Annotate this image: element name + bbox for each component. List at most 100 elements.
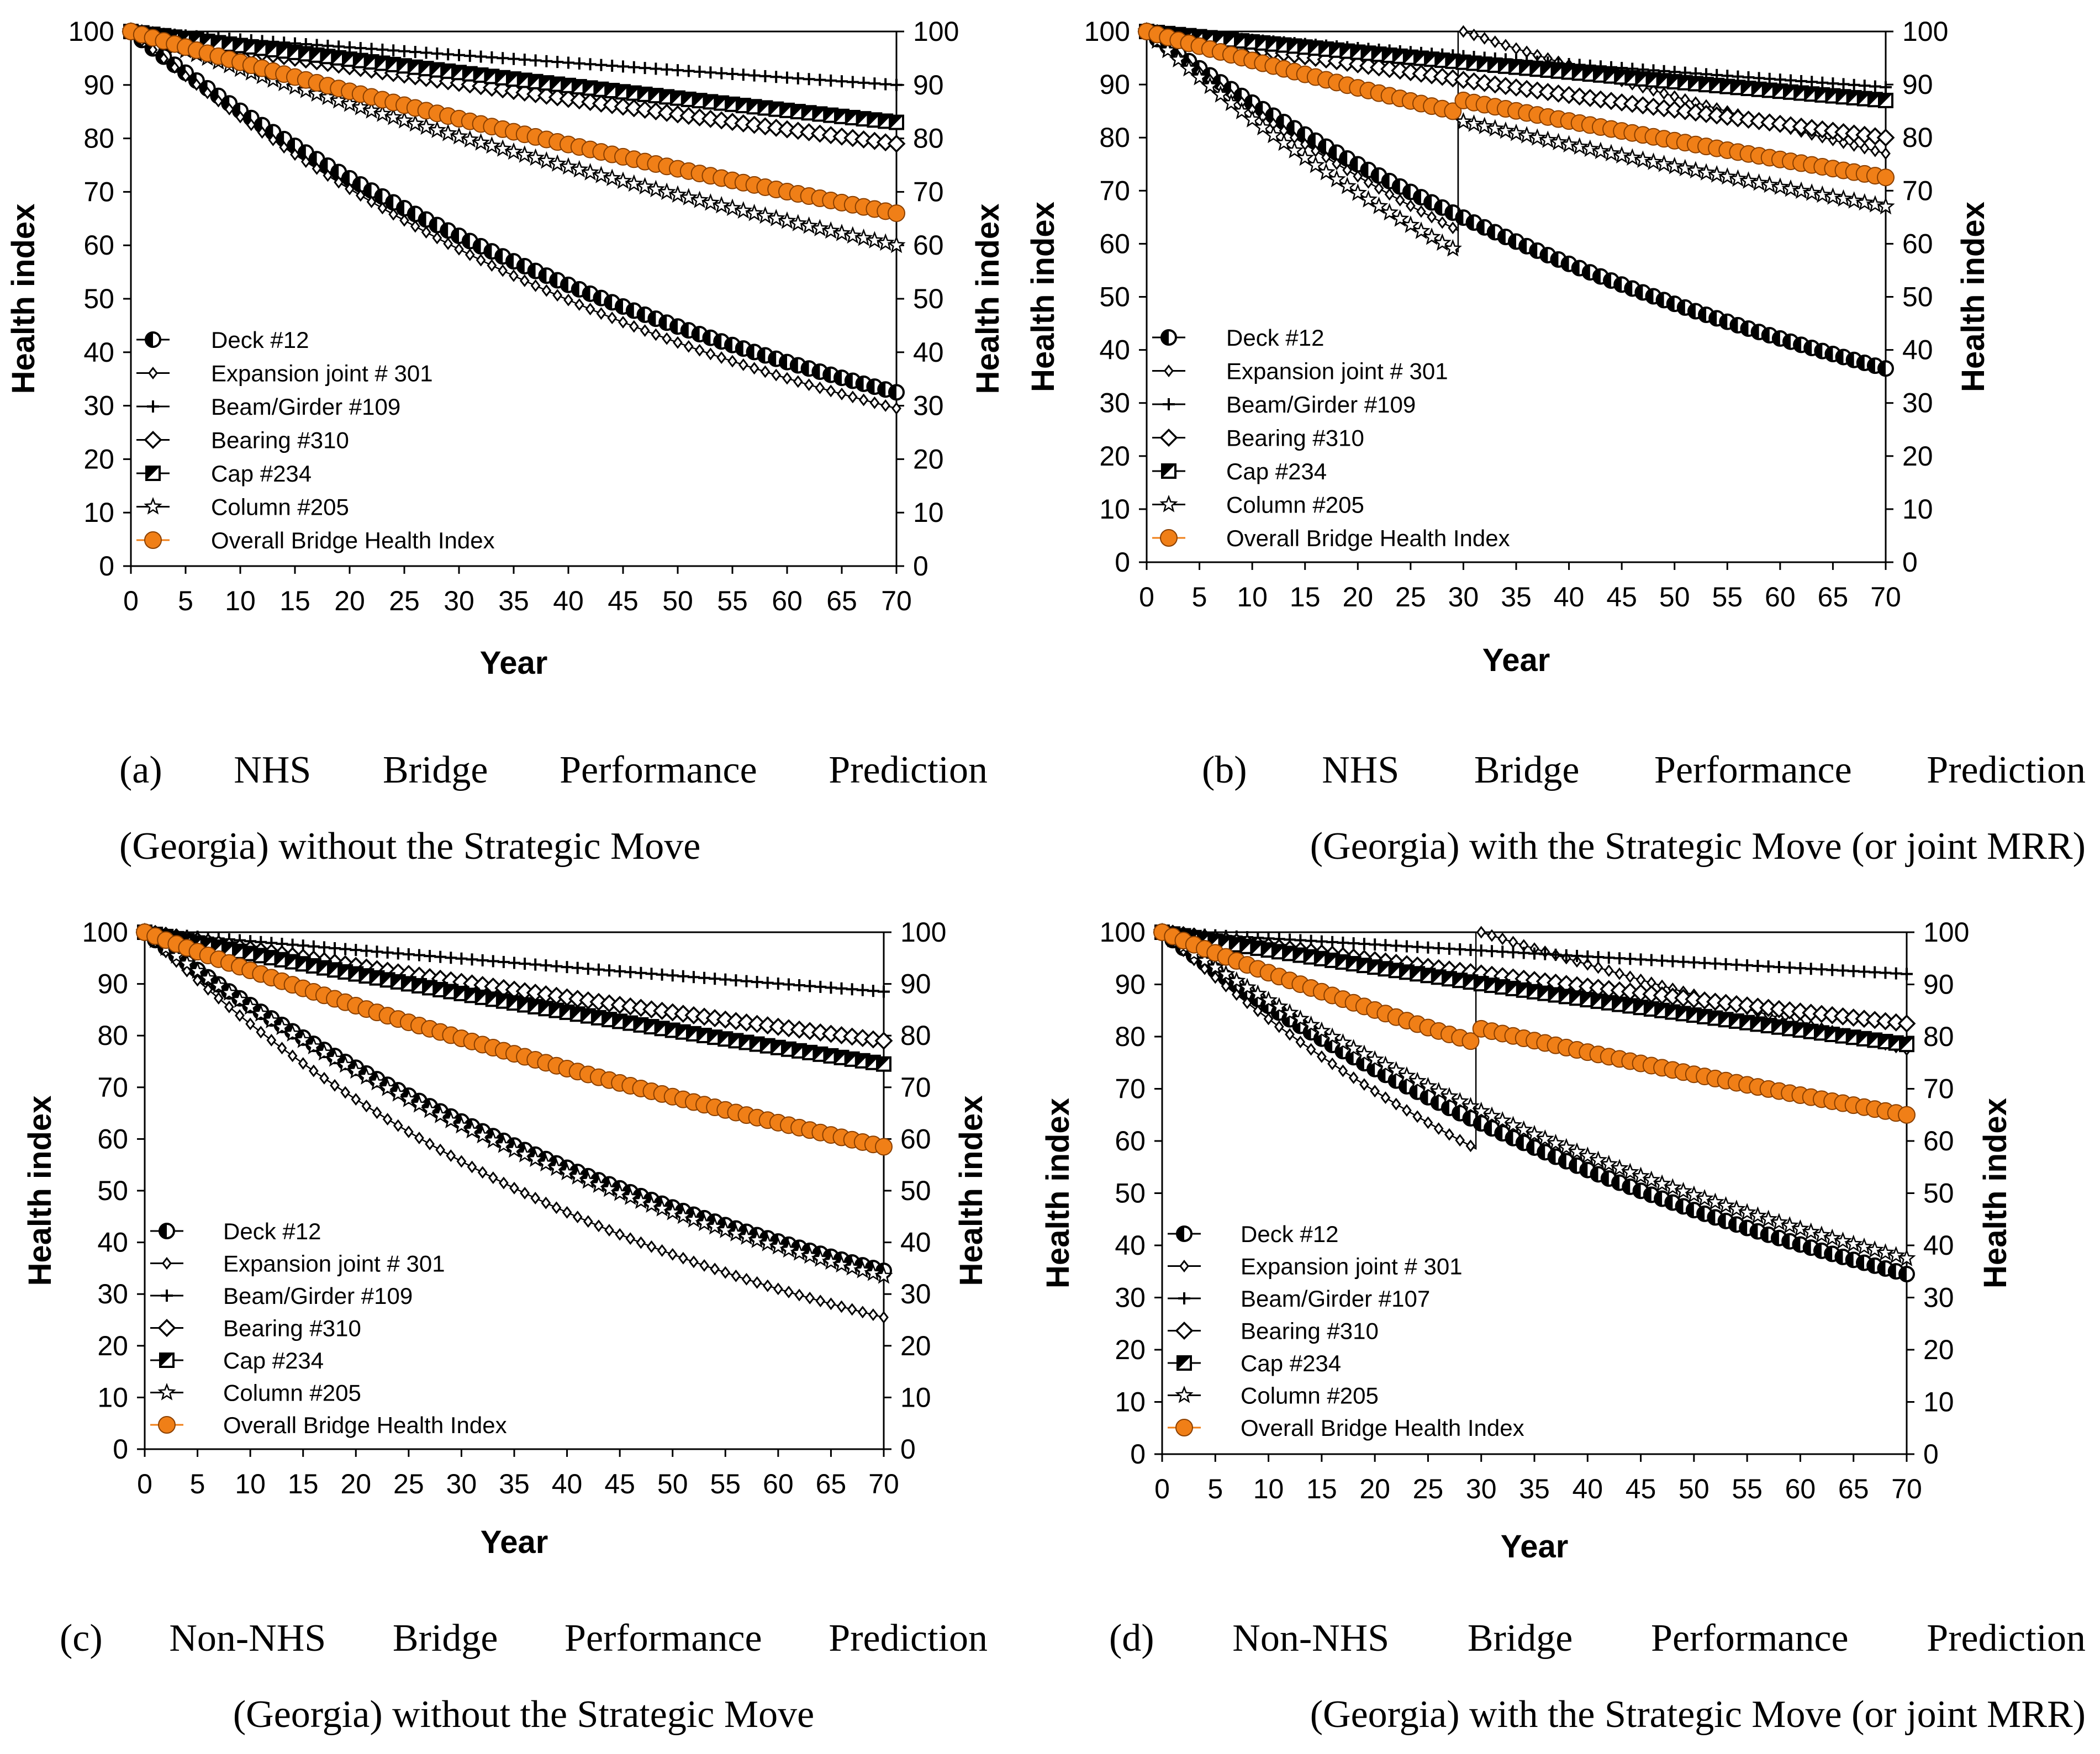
data-point: [476, 253, 486, 267]
x-tick-label: 45: [1606, 582, 1637, 612]
data-point: [1464, 114, 1484, 132]
data-point: [663, 1202, 682, 1221]
data-point: [769, 1237, 788, 1255]
data-point: [504, 142, 523, 160]
data-point: [716, 351, 727, 364]
data-point: [1444, 102, 1462, 120]
legend-marker: [162, 1257, 172, 1270]
data-point: [832, 1255, 851, 1273]
data-point: [1528, 128, 1547, 146]
legend-item: Beam/Girder #107: [1168, 1286, 1430, 1312]
data-point: [1412, 1110, 1423, 1123]
data-point: [756, 117, 774, 136]
series-6: [135, 922, 893, 1284]
legend-marker: [159, 1353, 175, 1368]
x-tick-label: 65: [1818, 582, 1849, 612]
data-point: [1624, 953, 1637, 965]
legend-marker: [157, 1383, 176, 1401]
data-point: [740, 975, 753, 987]
data-point: [621, 997, 640, 1016]
data-point: [453, 49, 465, 61]
data-point: [420, 1100, 439, 1118]
caption-c: (c) Non-NHS Bridge Performance Predictio…: [60, 1600, 988, 1753]
y-tick-label-right: 30: [900, 1278, 931, 1309]
data-point: [362, 101, 381, 119]
data-point: [1433, 233, 1452, 251]
data-point: [1490, 35, 1500, 49]
data-point: [272, 1017, 292, 1036]
data-point: [758, 1016, 777, 1035]
data-point: [778, 120, 796, 139]
data-point: [1656, 954, 1669, 967]
legend-item: Bearing #310: [150, 1316, 361, 1341]
data-point: [579, 991, 598, 1010]
data-point: [600, 1179, 619, 1197]
legend-item: Beam/Girder #109: [1152, 392, 1416, 418]
data-point: [1253, 118, 1272, 136]
data-point: [357, 1067, 376, 1085]
caption-a-line1: (a) NHS Bridge Performance Prediction: [119, 749, 988, 791]
data-point: [1738, 996, 1756, 1015]
y-tick-label-left: 0: [1115, 547, 1130, 578]
data-point: [1686, 103, 1705, 122]
data-point: [1432, 942, 1445, 954]
data-point: [874, 1266, 893, 1284]
data-point: [880, 399, 891, 412]
data-point: [1306, 1043, 1316, 1056]
data-point: [759, 70, 772, 82]
legend-item: Deck #12: [136, 327, 309, 353]
data-point: [731, 1269, 741, 1282]
data-point: [1525, 1124, 1544, 1143]
data-point: [477, 1166, 488, 1179]
data-point: [582, 963, 594, 975]
data-point: [1248, 984, 1267, 1002]
caption-d-line1: (d) Non-NHS Bridge Performance Predictio…: [1109, 1617, 2086, 1660]
data-point: [559, 89, 578, 108]
y-tick-label-right: 40: [900, 1227, 931, 1258]
data-point: [1837, 964, 1849, 977]
data-point: [853, 1029, 872, 1048]
data-point: [614, 965, 626, 978]
data-point: [889, 114, 904, 130]
y-tick-label-right: 80: [900, 1020, 931, 1051]
data-point: [1507, 123, 1526, 141]
data-point: [716, 1010, 735, 1029]
data-point: [574, 298, 584, 311]
data-point: [1677, 955, 1690, 968]
data-point: [573, 57, 585, 70]
legend-marker: [1176, 1355, 1192, 1371]
caption-c-line1: (c) Non-NHS Bridge Performance Predictio…: [60, 1617, 988, 1660]
data-point: [1295, 1036, 1306, 1049]
legend-label: Bearing #310: [1241, 1318, 1379, 1344]
y-tick-label-right: 50: [900, 1175, 931, 1206]
data-point: [519, 957, 531, 970]
data-point: [821, 126, 840, 145]
data-point: [241, 997, 260, 1015]
y-tick-label-right: 90: [1923, 969, 1954, 1000]
data-point: [413, 949, 425, 961]
x-tick-label: 60: [763, 1468, 794, 1499]
data-point: [715, 67, 728, 80]
x-tick-label: 10: [235, 1468, 266, 1499]
y-tick-label-right: 30: [1902, 388, 1933, 419]
data-point: [1770, 1213, 1788, 1230]
y-tick-label-right: 0: [913, 551, 928, 582]
y-tick-label-left: 50: [1099, 282, 1130, 313]
legend-label: Expansion joint # 301: [223, 1251, 445, 1277]
legend-label: Overall Bridge Health Index: [223, 1412, 507, 1438]
data-point: [1482, 1106, 1501, 1124]
data-point: [1781, 116, 1800, 135]
data-point: [508, 957, 520, 969]
data-point: [782, 978, 795, 991]
data-point: [346, 1061, 365, 1079]
legend-label: Deck #12: [223, 1218, 321, 1244]
data-point: [1623, 148, 1642, 166]
data-point: [705, 1009, 724, 1028]
data-point: [402, 948, 415, 960]
data-point: [1791, 1002, 1809, 1021]
legend-label: Bearing #310: [211, 427, 349, 453]
x-tick-label: 30: [446, 1468, 477, 1499]
data-point: [1348, 55, 1367, 73]
data-point: [1500, 39, 1511, 52]
data-point: [571, 961, 584, 974]
